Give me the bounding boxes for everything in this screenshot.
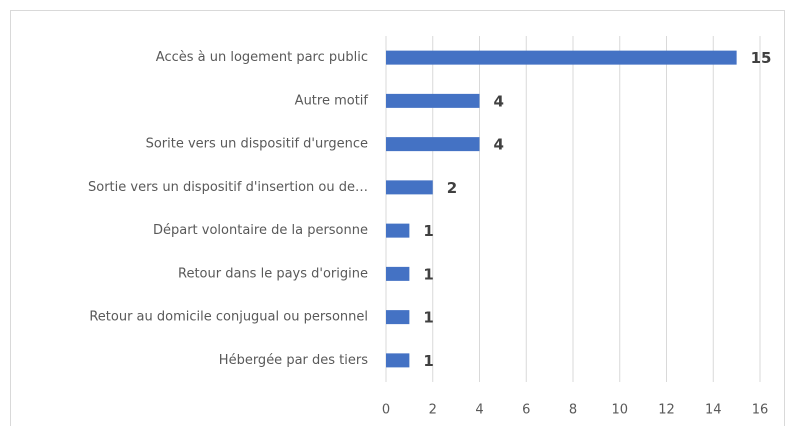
y-tick-label: Autre motif: [295, 93, 369, 108]
data-label: 15: [751, 49, 772, 67]
y-tick-label: Sorite vers un dispositif d'urgence: [146, 137, 368, 152]
x-tick-label: 14: [705, 403, 722, 418]
bar: [386, 180, 433, 195]
bar: [386, 266, 410, 281]
x-tick-label: 4: [475, 403, 483, 418]
y-tick-label: Retour au domicile conjugual ou personne…: [89, 310, 368, 325]
data-label: 4: [494, 92, 504, 110]
x-tick-label: 16: [752, 403, 769, 418]
data-label: 1: [423, 222, 433, 240]
data-label: 1: [423, 265, 433, 283]
data-label: 1: [423, 309, 433, 327]
x-tick-label: 8: [569, 403, 577, 418]
bar: [386, 310, 410, 325]
data-label: 4: [494, 136, 504, 154]
y-tick-label: Accès à un logement parc public: [156, 50, 368, 65]
y-tick-label: Hébergée par des tiers: [219, 353, 368, 368]
y-tick-label: Retour dans le pays d'origine: [178, 266, 368, 281]
x-tick-label: 2: [429, 403, 437, 418]
bar: [386, 223, 410, 238]
y-tick-label: Sortie vers un dispositif d'insertion ou…: [88, 180, 368, 195]
bar: [386, 93, 480, 108]
data-label: 2: [447, 179, 457, 197]
bar: [386, 137, 480, 152]
x-tick-label: 12: [658, 403, 675, 418]
chart-border: [10, 10, 785, 426]
bar: [386, 353, 410, 368]
bar: [386, 50, 737, 65]
x-tick-label: 6: [522, 403, 530, 418]
x-tick-label: 0: [382, 403, 390, 418]
y-tick-label: Départ volontaire de la personne: [153, 223, 368, 238]
data-label: 1: [423, 352, 433, 370]
x-tick-label: 10: [611, 403, 628, 418]
